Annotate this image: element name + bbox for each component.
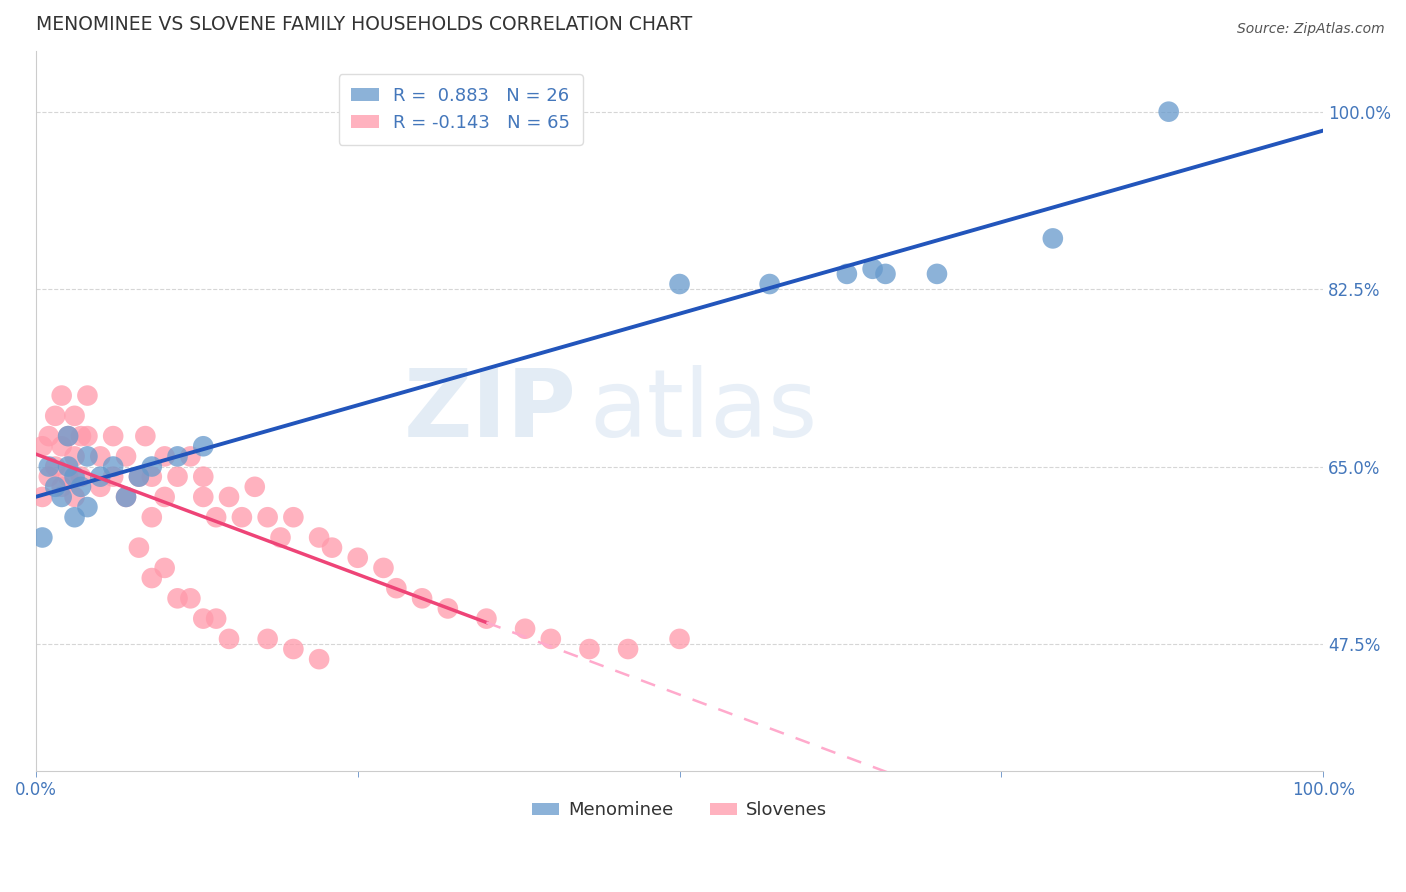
Point bbox=[89, 450, 111, 464]
Point bbox=[193, 612, 215, 626]
Point bbox=[63, 490, 86, 504]
Point bbox=[56, 469, 79, 483]
Point bbox=[283, 642, 305, 657]
Point bbox=[205, 612, 228, 626]
Point bbox=[38, 429, 60, 443]
Point bbox=[193, 469, 215, 483]
Point bbox=[540, 632, 562, 646]
Point bbox=[70, 469, 93, 483]
Point bbox=[1157, 104, 1180, 119]
Point bbox=[128, 541, 150, 555]
Point bbox=[411, 591, 433, 606]
Point bbox=[63, 409, 86, 423]
Point bbox=[179, 450, 201, 464]
Point bbox=[513, 622, 536, 636]
Point bbox=[70, 429, 93, 443]
Point bbox=[758, 277, 780, 291]
Point bbox=[31, 531, 53, 545]
Point bbox=[617, 642, 640, 657]
Point bbox=[862, 261, 884, 276]
Point bbox=[179, 591, 201, 606]
Point bbox=[437, 601, 460, 615]
Point bbox=[205, 510, 228, 524]
Point bbox=[115, 450, 138, 464]
Point bbox=[166, 450, 188, 464]
Point bbox=[166, 469, 188, 483]
Point bbox=[44, 480, 66, 494]
Point bbox=[44, 409, 66, 423]
Point bbox=[668, 277, 690, 291]
Point bbox=[321, 541, 343, 555]
Point bbox=[141, 459, 163, 474]
Text: ZIP: ZIP bbox=[404, 365, 576, 457]
Point bbox=[31, 490, 53, 504]
Point bbox=[475, 612, 498, 626]
Point bbox=[101, 429, 124, 443]
Point bbox=[76, 450, 98, 464]
Point bbox=[308, 531, 330, 545]
Point bbox=[51, 388, 73, 402]
Point bbox=[153, 490, 176, 504]
Point bbox=[243, 480, 266, 494]
Point bbox=[51, 439, 73, 453]
Point bbox=[141, 469, 163, 483]
Point bbox=[89, 469, 111, 483]
Point bbox=[101, 469, 124, 483]
Point bbox=[115, 490, 138, 504]
Point bbox=[38, 459, 60, 474]
Point bbox=[56, 429, 79, 443]
Point bbox=[668, 632, 690, 646]
Point bbox=[153, 450, 176, 464]
Point bbox=[128, 469, 150, 483]
Point bbox=[76, 500, 98, 514]
Point bbox=[373, 561, 395, 575]
Point bbox=[153, 561, 176, 575]
Point bbox=[835, 267, 858, 281]
Point bbox=[63, 469, 86, 483]
Point bbox=[166, 591, 188, 606]
Point bbox=[141, 510, 163, 524]
Point bbox=[115, 490, 138, 504]
Point bbox=[63, 510, 86, 524]
Point bbox=[256, 510, 278, 524]
Point bbox=[218, 632, 240, 646]
Point bbox=[1042, 231, 1064, 245]
Point bbox=[925, 267, 948, 281]
Point bbox=[128, 469, 150, 483]
Point bbox=[385, 581, 408, 595]
Point bbox=[193, 439, 215, 453]
Point bbox=[231, 510, 253, 524]
Point bbox=[218, 490, 240, 504]
Point bbox=[76, 429, 98, 443]
Text: atlas: atlas bbox=[589, 365, 818, 457]
Point bbox=[51, 480, 73, 494]
Point bbox=[193, 490, 215, 504]
Point bbox=[56, 429, 79, 443]
Point bbox=[283, 510, 305, 524]
Point bbox=[308, 652, 330, 666]
Point bbox=[578, 642, 600, 657]
Point bbox=[270, 531, 292, 545]
Text: MENOMINEE VS SLOVENE FAMILY HOUSEHOLDS CORRELATION CHART: MENOMINEE VS SLOVENE FAMILY HOUSEHOLDS C… bbox=[37, 15, 692, 34]
Point bbox=[44, 459, 66, 474]
Point bbox=[89, 480, 111, 494]
Point bbox=[346, 550, 368, 565]
Legend: Menominee, Slovenes: Menominee, Slovenes bbox=[524, 794, 834, 827]
Point bbox=[31, 439, 53, 453]
Point bbox=[51, 490, 73, 504]
Point bbox=[76, 388, 98, 402]
Point bbox=[875, 267, 897, 281]
Text: Source: ZipAtlas.com: Source: ZipAtlas.com bbox=[1237, 22, 1385, 37]
Point bbox=[70, 480, 93, 494]
Point bbox=[63, 450, 86, 464]
Point bbox=[141, 571, 163, 585]
Point bbox=[256, 632, 278, 646]
Point bbox=[101, 459, 124, 474]
Point bbox=[134, 429, 156, 443]
Point bbox=[38, 469, 60, 483]
Point bbox=[56, 459, 79, 474]
